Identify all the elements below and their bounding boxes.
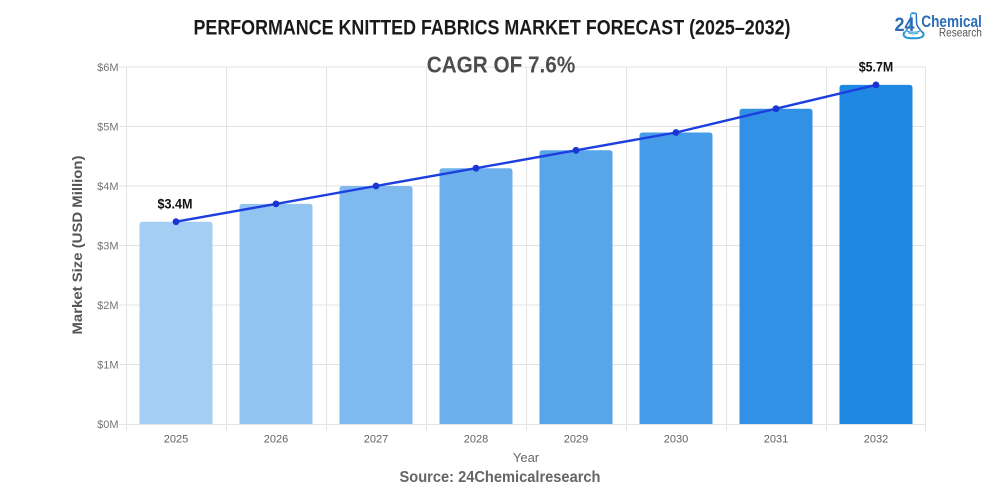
svg-text:2031: 2031 — [764, 434, 788, 446]
svg-text:$5M: $5M — [97, 122, 118, 134]
svg-text:2027: 2027 — [364, 434, 388, 446]
svg-text:Source: 24Chemicalresearch: Source: 24Chemicalresearch — [400, 469, 601, 486]
svg-text:Market Size (USD Million): Market Size (USD Million) — [70, 156, 85, 335]
svg-text:$3M: $3M — [97, 241, 118, 253]
svg-text:Research: Research — [939, 28, 982, 40]
svg-text:Chemical: Chemical — [921, 12, 982, 31]
svg-text:2025: 2025 — [164, 434, 188, 446]
svg-text:$0M: $0M — [97, 419, 118, 431]
svg-text:2030: 2030 — [664, 434, 688, 446]
svg-text:$3.4M: $3.4M — [158, 196, 193, 212]
svg-text:$6M: $6M — [97, 62, 118, 74]
svg-text:$2M: $2M — [97, 300, 118, 312]
svg-text:24: 24 — [895, 15, 915, 36]
svg-text:2029: 2029 — [564, 434, 588, 446]
svg-text:PERFORMANCE KNITTED FABRICS MA: PERFORMANCE KNITTED FABRICS MARKET FOREC… — [194, 16, 791, 39]
svg-text:CAGR OF 7.6%: CAGR OF 7.6% — [427, 52, 576, 78]
svg-text:$5.7M: $5.7M — [859, 59, 894, 75]
svg-text:2026: 2026 — [264, 434, 288, 446]
svg-text:$1M: $1M — [97, 360, 118, 372]
svg-text:$4M: $4M — [97, 181, 118, 193]
svg-text:2028: 2028 — [464, 434, 488, 446]
svg-text:Year: Year — [513, 450, 540, 465]
svg-text:2032: 2032 — [864, 434, 888, 446]
